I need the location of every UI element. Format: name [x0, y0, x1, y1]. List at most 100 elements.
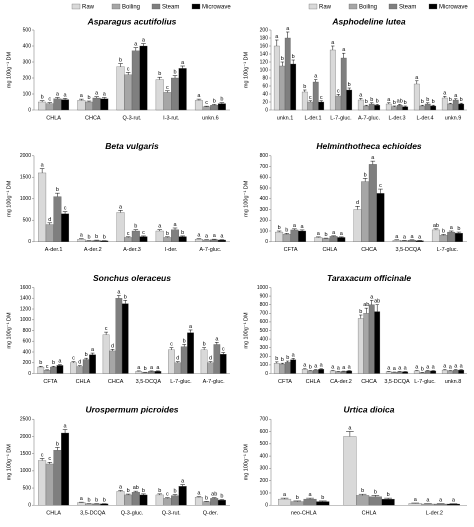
- bar: [131, 492, 140, 506]
- significance-letter: a: [58, 359, 62, 365]
- x-tick-label: L-der.3: [388, 115, 405, 121]
- bar: [458, 369, 465, 374]
- bar: [45, 224, 54, 242]
- significance-letter: b: [286, 355, 289, 361]
- significance-letter: a: [80, 233, 84, 239]
- panel-title: Asphodeline lutea: [331, 16, 405, 26]
- y-axis-label: mg 100g⁻¹ DM: [243, 51, 249, 88]
- bar: [202, 106, 211, 111]
- bar: [217, 239, 226, 242]
- significance-letter: c: [337, 88, 340, 94]
- significance-letter: a: [331, 365, 335, 371]
- significance-letter: b: [103, 235, 106, 241]
- legend-label: Boiling: [359, 5, 377, 11]
- bar: [155, 230, 164, 242]
- bar: [37, 366, 45, 374]
- bar: [278, 498, 292, 506]
- bar: [353, 209, 362, 242]
- bar: [413, 83, 420, 111]
- y-tick-label: 0: [265, 239, 268, 245]
- significance-letter: b: [303, 84, 306, 90]
- panel-title: Taraxacum officinale: [327, 273, 411, 283]
- significance-letter: a: [314, 364, 318, 370]
- y-tick-label: 0: [265, 371, 268, 377]
- bar: [335, 371, 342, 374]
- y-tick-label: 60: [262, 83, 268, 89]
- bar: [210, 498, 219, 506]
- y-tick-label: 0: [28, 239, 31, 245]
- significance-letter: b: [87, 498, 90, 504]
- y-tick-label: 200: [260, 218, 269, 224]
- significance-letter: a: [452, 498, 456, 504]
- bar: [447, 370, 454, 374]
- bar: [53, 196, 62, 242]
- bar: [363, 313, 370, 374]
- significance-letter: c: [309, 95, 312, 101]
- bar: [368, 164, 377, 242]
- x-tick-label: CA-der.2: [330, 379, 352, 385]
- bar: [115, 298, 123, 374]
- bar: [329, 370, 336, 374]
- bar: [374, 105, 381, 111]
- legend-label: Raw: [82, 5, 95, 11]
- bar: [441, 369, 448, 374]
- significance-letter: a: [91, 347, 95, 353]
- bar: [171, 77, 179, 111]
- significance-letter: a: [340, 231, 344, 237]
- y-tick-label: 1500: [20, 175, 31, 181]
- x-tick-label: CFTA: [284, 247, 298, 253]
- legend-swatch: [151, 3, 161, 10]
- significance-letter: b: [142, 488, 145, 494]
- significance-letter: c: [127, 66, 130, 72]
- y-tick-label: 400: [260, 196, 269, 202]
- significance-letter: b: [426, 97, 429, 103]
- significance-letter: a: [137, 365, 141, 371]
- bar: [385, 103, 392, 111]
- x-tick-label: CHLA: [322, 247, 337, 253]
- significance-letter: a: [370, 294, 374, 300]
- bar: [402, 106, 409, 111]
- bar: [217, 103, 226, 111]
- significance-letter: a: [460, 364, 464, 370]
- bar: [290, 63, 297, 111]
- significance-letter: a: [197, 93, 201, 99]
- y-tick-label: 0: [28, 371, 31, 377]
- bar: [273, 363, 280, 374]
- y-axis-label: mg 100g⁻¹ DM: [243, 444, 249, 481]
- y-tick-label: 300: [23, 59, 32, 65]
- bar: [381, 498, 395, 506]
- significance-letter: c: [46, 364, 49, 370]
- significance-letter: b: [52, 360, 55, 366]
- legend-label: Steam: [399, 5, 416, 11]
- significance-letter: a: [404, 365, 408, 371]
- significance-letter: a: [387, 97, 391, 103]
- significance-letter: a: [414, 497, 418, 503]
- significance-letter: b: [95, 498, 98, 504]
- significance-letter: a: [439, 498, 443, 504]
- bar: [38, 172, 47, 242]
- significance-letter: b: [134, 224, 137, 230]
- y-tick-label: 200: [23, 360, 32, 366]
- y-tick-label: 600: [260, 319, 269, 325]
- bar: [446, 503, 460, 506]
- significance-letter: a: [393, 366, 397, 372]
- significance-letter: c: [379, 183, 382, 189]
- bar: [53, 98, 62, 111]
- bar: [363, 105, 370, 111]
- x-tick-label: unkn.8: [445, 379, 462, 385]
- y-tick-label: 700: [260, 164, 269, 170]
- significance-letter: a: [197, 491, 201, 497]
- y-tick-label: 1000: [20, 468, 31, 474]
- bar: [77, 100, 86, 111]
- x-tick-label: CHLA: [306, 379, 321, 385]
- bar: [121, 303, 129, 374]
- bar: [178, 236, 187, 242]
- significance-letter: a: [220, 234, 224, 240]
- y-tick-label: 500: [260, 328, 269, 334]
- panel: Sonchus oleraceus mg 100g⁻¹ DM 0 200 400 600 8…: [6, 273, 230, 385]
- bar: [415, 240, 424, 242]
- significance-letter: a: [415, 365, 419, 371]
- bar: [361, 181, 370, 242]
- bar: [316, 501, 330, 506]
- y-tick-label: 600: [23, 339, 32, 345]
